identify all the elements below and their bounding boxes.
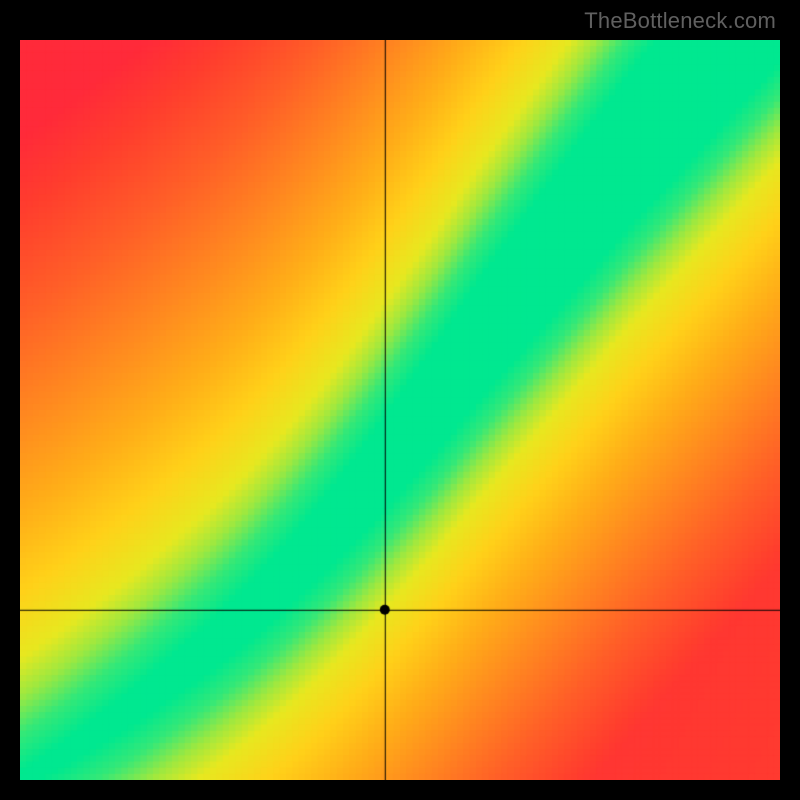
bottleneck-heatmap: [20, 40, 780, 780]
heatmap-container: [20, 40, 780, 780]
watermark-text: TheBottleneck.com: [584, 8, 776, 34]
